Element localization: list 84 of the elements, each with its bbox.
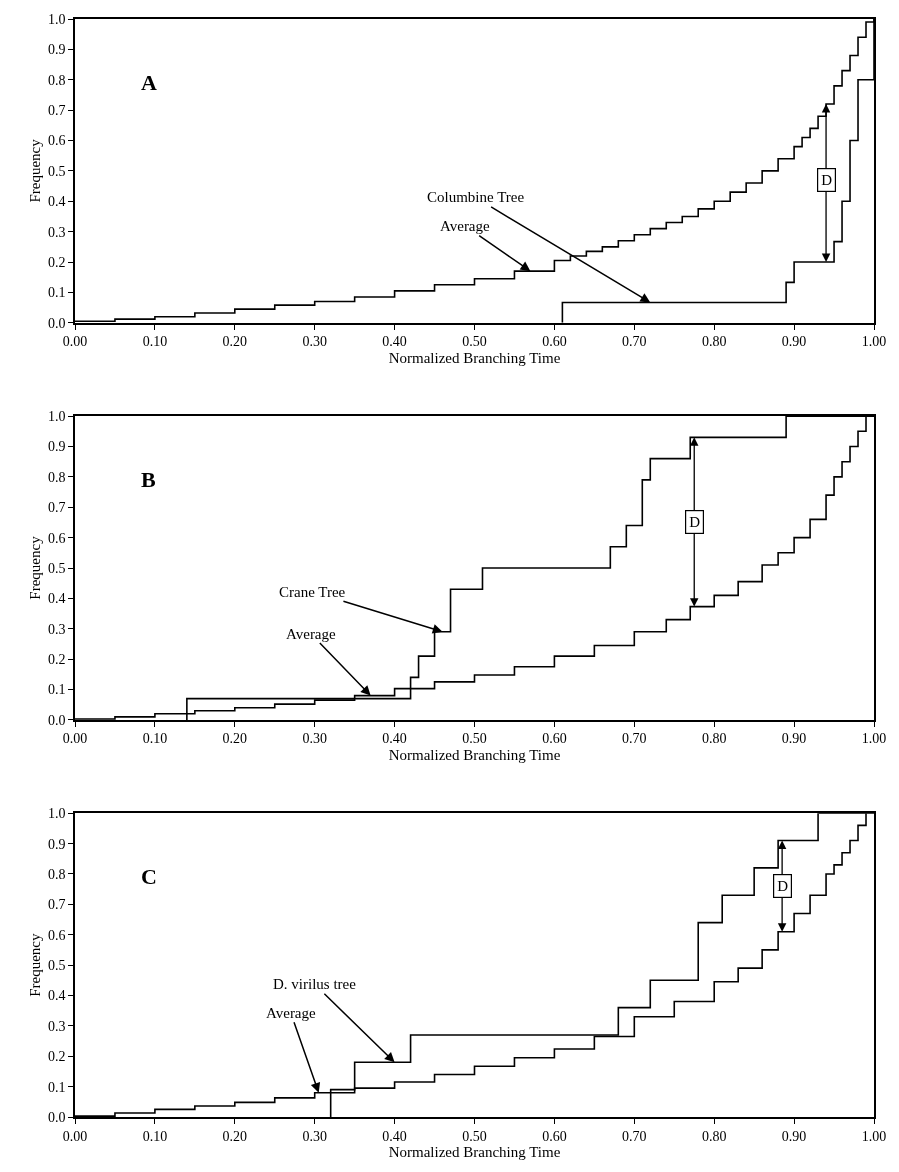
y-tick-label: 0.6 bbox=[47, 530, 66, 546]
x-tick-label: 0.50 bbox=[462, 731, 487, 747]
y-tick-label: 0.1 bbox=[47, 1079, 66, 1095]
y-tick-label: 0.4 bbox=[47, 194, 66, 210]
x-tick-label: 0.90 bbox=[781, 731, 807, 747]
y-tick-label: 0.6 bbox=[47, 927, 66, 943]
x-axis-title: Normalized Branching Time bbox=[388, 746, 561, 763]
x-tick-label: 0.80 bbox=[701, 334, 727, 350]
x-tick-label: 0.10 bbox=[142, 731, 168, 747]
y-tick-label: 0.2 bbox=[47, 254, 66, 270]
annotation: D bbox=[689, 514, 701, 531]
x-tick-label: 1.00 bbox=[861, 731, 887, 747]
x-tick-label: 0.20 bbox=[222, 731, 248, 747]
annotation: Columbine Tree bbox=[427, 189, 525, 205]
x-axis-title: Normalized Branching Time bbox=[388, 1144, 561, 1161]
y-axis-title: Frequency bbox=[26, 138, 43, 203]
x-tick-label: 0.70 bbox=[622, 731, 647, 747]
y-tick-label: 0.8 bbox=[47, 866, 66, 882]
annotation: Average bbox=[286, 626, 337, 642]
y-tick-label: 0.7 bbox=[47, 103, 66, 119]
y-tick-label: 0.8 bbox=[47, 72, 66, 88]
x-tick-label: 0.80 bbox=[701, 1128, 727, 1144]
x-tick-label: 1.00 bbox=[861, 1128, 887, 1144]
annotation: C bbox=[141, 864, 157, 889]
x-tick-label: 1.00 bbox=[861, 334, 887, 350]
annotation: Crane Tree bbox=[279, 584, 346, 600]
x-tick-label: 0.00 bbox=[62, 731, 88, 747]
y-tick-label: 0.0 bbox=[47, 315, 66, 331]
annotation: B bbox=[141, 467, 156, 492]
x-axis-title: Normalized Branching Time bbox=[388, 349, 561, 366]
x-tick-label: 0.40 bbox=[382, 334, 407, 350]
x-tick-label: 0.50 bbox=[462, 1128, 487, 1144]
x-tick-label: 0.70 bbox=[622, 334, 647, 350]
x-tick-label: 0.30 bbox=[302, 731, 327, 747]
x-tick-label: 0.00 bbox=[62, 1128, 88, 1144]
x-tick-label: 0.60 bbox=[542, 334, 567, 350]
annotation: A bbox=[141, 70, 157, 95]
y-tick-label: 0.7 bbox=[47, 500, 66, 516]
x-tick-label: 0.30 bbox=[302, 1128, 327, 1144]
y-tick-label: 0.3 bbox=[47, 1018, 66, 1034]
x-tick-label: 0.20 bbox=[222, 1128, 248, 1144]
y-tick-label: 0.9 bbox=[47, 836, 66, 852]
annotation: D. virilus tree bbox=[273, 976, 357, 992]
y-tick-label: 0.2 bbox=[47, 1049, 66, 1065]
y-tick-label: 0.4 bbox=[47, 591, 66, 607]
x-tick-label: 0.40 bbox=[382, 731, 407, 747]
y-tick-label: 0.4 bbox=[47, 988, 66, 1004]
x-tick-label: 0.30 bbox=[302, 334, 327, 350]
y-tick-label: 0.8 bbox=[47, 469, 66, 485]
y-tick-label: 0.9 bbox=[47, 42, 66, 58]
y-tick-label: 0.0 bbox=[47, 1109, 66, 1125]
x-tick-label: 0.60 bbox=[542, 731, 567, 747]
y-axis-title: Frequency bbox=[26, 535, 43, 600]
x-tick-label: 0.70 bbox=[622, 1128, 647, 1144]
annotation: D bbox=[821, 172, 833, 189]
y-tick-label: 0.2 bbox=[47, 652, 66, 668]
x-tick-label: 0.50 bbox=[462, 334, 487, 350]
x-tick-label: 0.90 bbox=[781, 1128, 807, 1144]
y-tick-label: 0.3 bbox=[47, 621, 66, 637]
y-tick-label: 0.0 bbox=[47, 712, 66, 728]
y-axis-title: Frequency bbox=[26, 932, 43, 997]
y-tick-label: 1.0 bbox=[47, 11, 66, 27]
y-tick-label: 0.9 bbox=[47, 439, 66, 455]
y-tick-label: 1.0 bbox=[47, 409, 66, 425]
y-tick-label: 0.3 bbox=[47, 224, 66, 240]
x-tick-label: 0.20 bbox=[222, 334, 248, 350]
x-tick-label: 0.00 bbox=[62, 334, 88, 350]
x-tick-label: 0.10 bbox=[142, 1128, 168, 1144]
annotation: Average bbox=[440, 218, 491, 234]
x-tick-label: 0.60 bbox=[542, 1128, 567, 1144]
y-tick-label: 0.5 bbox=[47, 163, 66, 179]
y-tick-label: 0.1 bbox=[47, 682, 66, 698]
x-tick-label: 0.10 bbox=[142, 334, 168, 350]
y-tick-label: 0.7 bbox=[47, 897, 66, 913]
annotation: D bbox=[777, 878, 789, 895]
y-tick-label: 1.0 bbox=[47, 806, 66, 822]
x-tick-label: 0.40 bbox=[382, 1128, 407, 1144]
x-tick-label: 0.80 bbox=[701, 731, 727, 747]
y-tick-label: 0.5 bbox=[47, 958, 66, 974]
y-tick-label: 0.1 bbox=[47, 285, 66, 301]
y-tick-label: 0.5 bbox=[47, 560, 66, 576]
x-tick-label: 0.90 bbox=[781, 334, 807, 350]
annotation: Average bbox=[266, 1005, 317, 1021]
y-tick-label: 0.6 bbox=[47, 133, 66, 149]
